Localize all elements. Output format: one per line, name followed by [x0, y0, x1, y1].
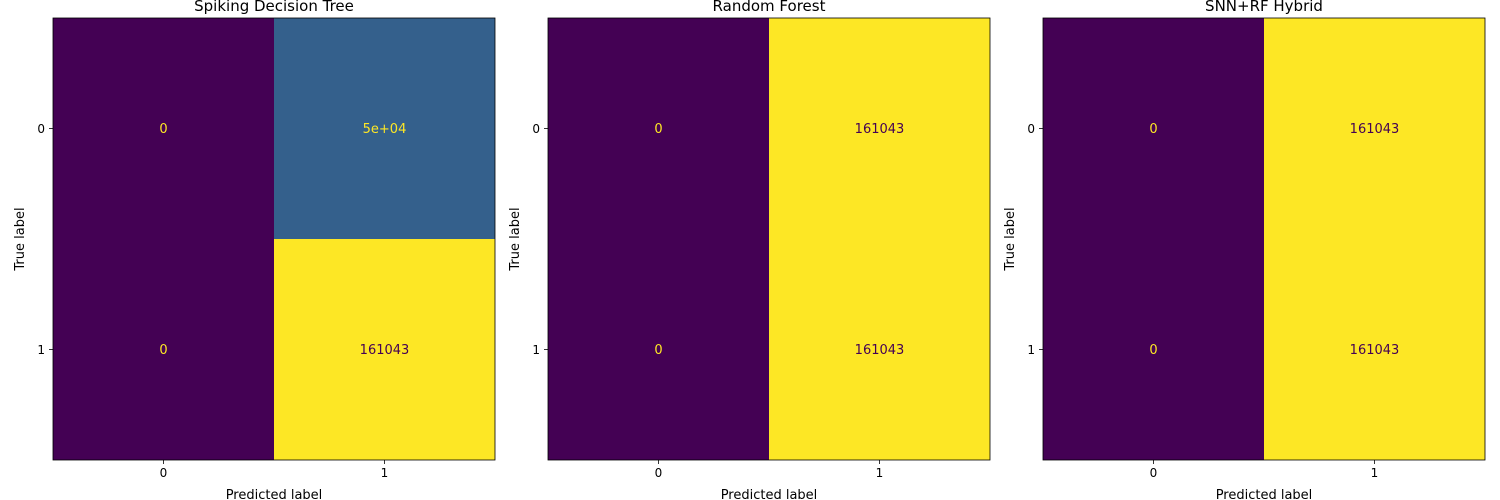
cell-label-r0-c0: 0	[1149, 122, 1157, 137]
cell-label-r0-c1: 161043	[855, 122, 905, 137]
cell-label-r1-c1: 161043	[360, 343, 410, 358]
y-tick-label-1: 1	[532, 343, 540, 357]
x-tick-label-1: 1	[1371, 466, 1379, 480]
confusion-matrix-panel-2: 0 161043 0 161043 0 1 0 1 Random Forest Predicted…	[508, 0, 990, 500]
x-tick-label-1: 1	[381, 466, 389, 480]
cell-label-r1-c0: 0	[1149, 343, 1157, 358]
confusion-matrix-panel-1: 0 5e+04 0 161043 0 1 0 1 Spiking Decision Tree Pr…	[13, 0, 495, 500]
x-axis-label: Predicted label	[721, 488, 818, 500]
x-tick-label-0: 0	[655, 466, 663, 480]
cell-label-r0-c1: 5e+04	[363, 122, 407, 137]
cell-label-r1-c0: 0	[654, 343, 662, 358]
cell-label-r0-c1: 161043	[1350, 122, 1400, 137]
y-tick-label-0: 0	[37, 122, 45, 136]
cell-label-r1-c1: 161043	[1350, 343, 1400, 358]
confusion-matrix-panel-3: 0 161043 0 161043 0 1 0 1 SNN+RF Hybrid Predicted…	[1003, 0, 1485, 500]
y-tick-label-1: 1	[37, 343, 45, 357]
cell-label-r0-c0: 0	[654, 122, 662, 137]
cell-label-r1-c0: 0	[159, 343, 167, 358]
panel-title: Random Forest	[713, 0, 826, 15]
y-axis-label: True label	[1003, 207, 1018, 271]
y-axis-label: True label	[13, 207, 28, 271]
x-tick-label-0: 0	[160, 466, 168, 480]
cell-label-r1-c1: 161043	[855, 343, 905, 358]
x-tick-label-1: 1	[876, 466, 884, 480]
x-axis-label: Predicted label	[1216, 488, 1313, 500]
y-tick-label-1: 1	[1027, 343, 1035, 357]
y-tick-label-0: 0	[1027, 122, 1035, 136]
x-axis-label: Predicted label	[226, 488, 323, 500]
x-tick-label-0: 0	[1150, 466, 1158, 480]
y-tick-label-0: 0	[532, 122, 540, 136]
panel-title: Spiking Decision Tree	[194, 0, 354, 15]
panel-title: SNN+RF Hybrid	[1205, 0, 1323, 15]
cell-label-r0-c0: 0	[159, 122, 167, 137]
y-axis-label: True label	[508, 207, 523, 271]
